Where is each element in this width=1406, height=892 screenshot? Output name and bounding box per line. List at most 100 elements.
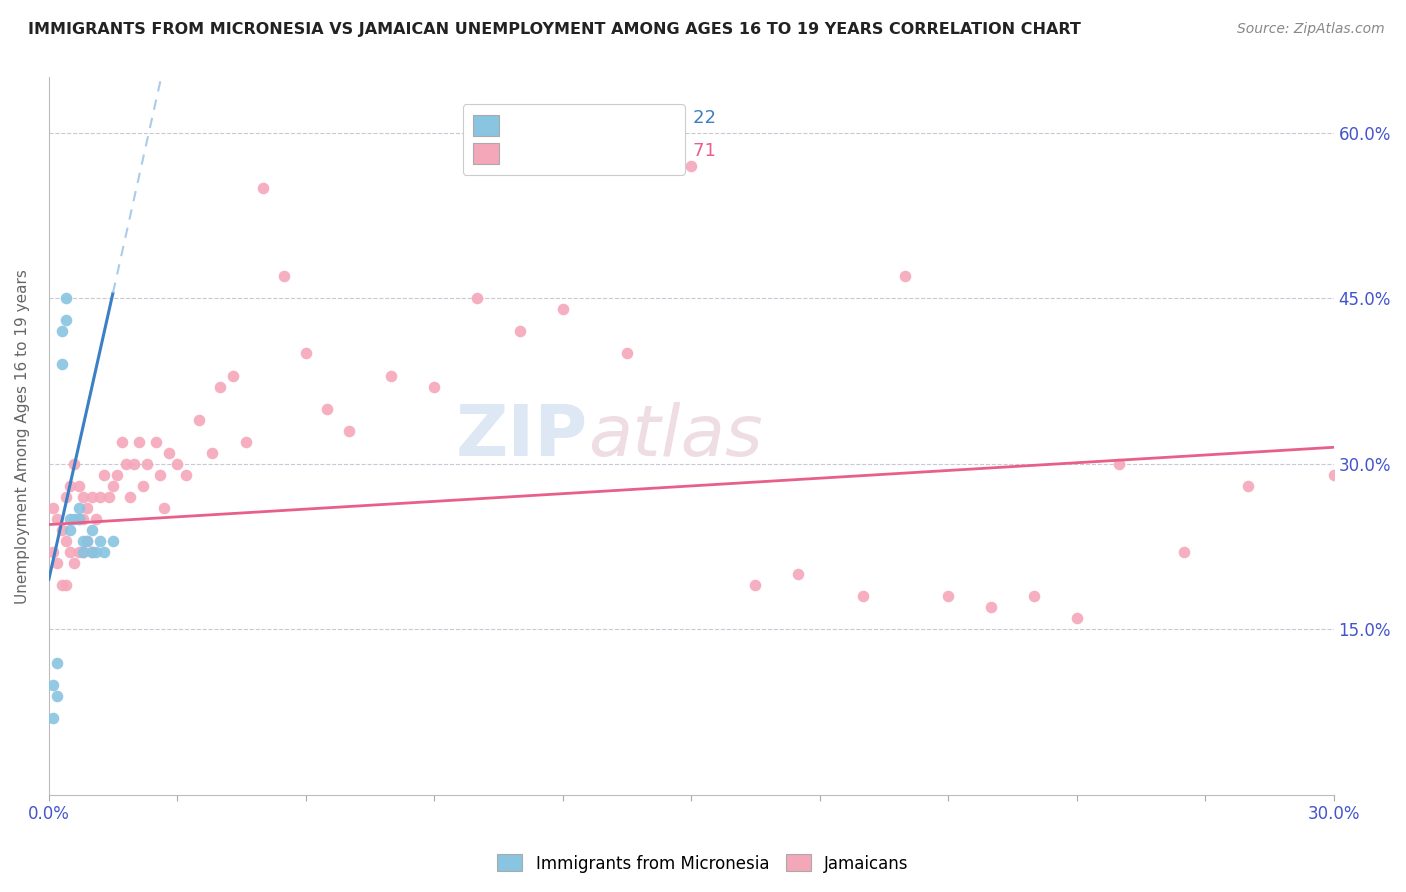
Point bbox=[149, 467, 172, 482]
Point bbox=[294, 346, 316, 360]
Point bbox=[110, 434, 132, 449]
Point bbox=[101, 479, 124, 493]
Y-axis label: Unemployment Among Ages 16 to 19 years: Unemployment Among Ages 16 to 19 years bbox=[15, 268, 30, 604]
Point bbox=[235, 434, 257, 449]
Point bbox=[145, 434, 167, 449]
Point bbox=[316, 401, 339, 416]
Point bbox=[153, 501, 176, 516]
Point bbox=[132, 479, 155, 493]
Point bbox=[51, 578, 73, 592]
Point bbox=[59, 545, 82, 559]
Point bbox=[1173, 545, 1195, 559]
Point bbox=[851, 590, 873, 604]
Point bbox=[72, 534, 94, 549]
Point bbox=[84, 545, 107, 559]
Point bbox=[894, 269, 917, 284]
Text: atlas: atlas bbox=[588, 401, 763, 471]
Point bbox=[46, 512, 69, 526]
Point bbox=[72, 490, 94, 504]
Point bbox=[744, 578, 766, 592]
Point bbox=[551, 302, 574, 317]
Point bbox=[72, 512, 94, 526]
Point bbox=[67, 512, 90, 526]
Point bbox=[63, 556, 86, 570]
Point bbox=[76, 501, 98, 516]
Point bbox=[101, 534, 124, 549]
Point bbox=[128, 434, 150, 449]
Point bbox=[380, 368, 402, 383]
Legend:                             ,                             : , bbox=[463, 104, 685, 175]
Point bbox=[1066, 611, 1088, 625]
Point bbox=[1108, 457, 1130, 471]
Point bbox=[51, 358, 73, 372]
Point bbox=[42, 501, 65, 516]
Point bbox=[72, 545, 94, 559]
Point bbox=[681, 159, 703, 173]
Point bbox=[46, 656, 69, 670]
Point bbox=[616, 346, 638, 360]
Point bbox=[136, 457, 159, 471]
Point bbox=[174, 467, 197, 482]
Text: IMMIGRANTS FROM MICRONESIA VS JAMAICAN UNEMPLOYMENT AMONG AGES 16 TO 19 YEARS CO: IMMIGRANTS FROM MICRONESIA VS JAMAICAN U… bbox=[28, 22, 1081, 37]
Point bbox=[51, 324, 73, 338]
Point bbox=[76, 534, 98, 549]
Legend: Immigrants from Micronesia, Jamaicans: Immigrants from Micronesia, Jamaicans bbox=[491, 847, 915, 880]
Point bbox=[59, 512, 82, 526]
Point bbox=[89, 534, 111, 549]
Point bbox=[105, 467, 128, 482]
Point bbox=[80, 490, 103, 504]
Point bbox=[67, 512, 90, 526]
Point bbox=[55, 534, 77, 549]
Point bbox=[222, 368, 245, 383]
Point bbox=[59, 479, 82, 493]
Point bbox=[67, 545, 90, 559]
Point bbox=[787, 567, 810, 582]
Point bbox=[42, 678, 65, 692]
Point bbox=[59, 523, 82, 537]
Point bbox=[46, 556, 69, 570]
Text: ZIP: ZIP bbox=[456, 401, 588, 471]
Point bbox=[936, 590, 959, 604]
Point bbox=[157, 446, 180, 460]
Point bbox=[84, 512, 107, 526]
Point bbox=[465, 291, 488, 305]
Point bbox=[72, 545, 94, 559]
Point bbox=[980, 600, 1002, 615]
Point bbox=[93, 545, 115, 559]
Point bbox=[42, 545, 65, 559]
Point bbox=[273, 269, 295, 284]
Point bbox=[80, 523, 103, 537]
Point bbox=[55, 578, 77, 592]
Text: Source: ZipAtlas.com: Source: ZipAtlas.com bbox=[1237, 22, 1385, 37]
Point bbox=[63, 512, 86, 526]
Point bbox=[55, 291, 77, 305]
Point bbox=[89, 490, 111, 504]
Point bbox=[42, 711, 65, 725]
Point bbox=[63, 457, 86, 471]
Point bbox=[509, 324, 531, 338]
Text: N = 22: N = 22 bbox=[652, 109, 716, 127]
Point bbox=[209, 379, 232, 393]
Text: R = 0.553: R = 0.553 bbox=[524, 109, 614, 127]
Point bbox=[76, 534, 98, 549]
Text: R =  0.172: R = 0.172 bbox=[524, 143, 620, 161]
Point bbox=[55, 313, 77, 327]
Point bbox=[200, 446, 222, 460]
Point bbox=[80, 545, 103, 559]
Point bbox=[252, 181, 274, 195]
Point bbox=[187, 413, 209, 427]
Point bbox=[46, 689, 69, 703]
Point bbox=[51, 523, 73, 537]
Point bbox=[55, 490, 77, 504]
Point bbox=[1323, 467, 1346, 482]
Point bbox=[67, 479, 90, 493]
Point bbox=[67, 501, 90, 516]
Point bbox=[1237, 479, 1260, 493]
Point bbox=[1022, 590, 1045, 604]
Point bbox=[337, 424, 360, 438]
Text: N = 71: N = 71 bbox=[652, 143, 716, 161]
Point bbox=[423, 379, 446, 393]
Point bbox=[115, 457, 138, 471]
Point bbox=[80, 545, 103, 559]
Point bbox=[97, 490, 120, 504]
